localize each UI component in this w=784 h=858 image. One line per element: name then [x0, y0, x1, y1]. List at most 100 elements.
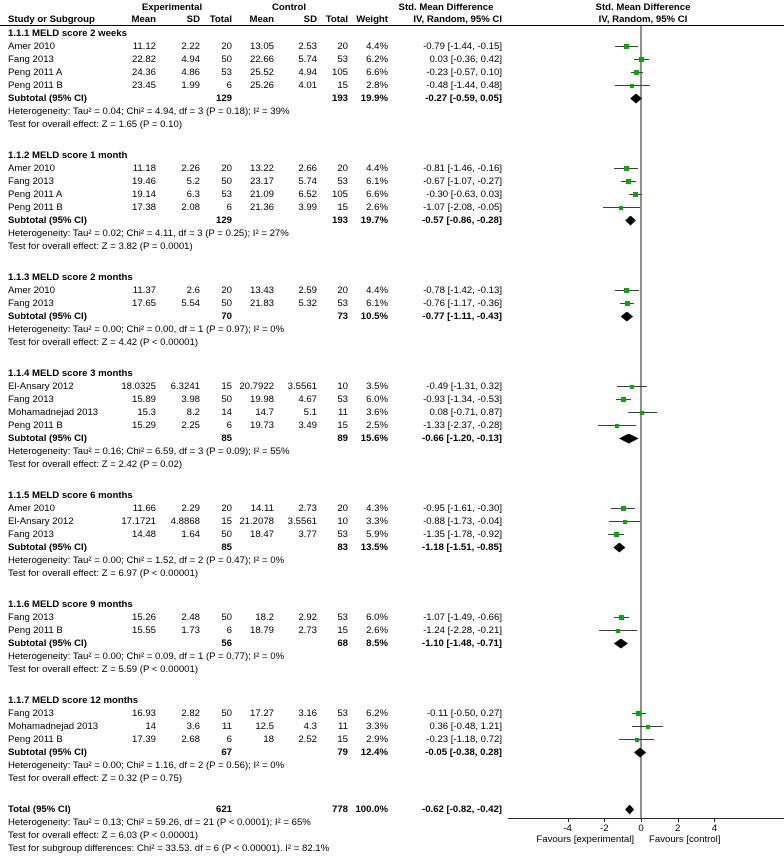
col-weight: 4.4% [366, 285, 388, 296]
study-name: Peng 2011 B [8, 202, 63, 213]
col-weight: 2.5% [366, 420, 388, 431]
col-exp-mean: 17.38 [131, 202, 156, 213]
subgroup-differences-note: Test for subgroup differences: Chi² = 33… [8, 843, 330, 854]
col-ctrl-sd: 3.77 [298, 529, 317, 540]
col-weight: 2.9% [366, 734, 388, 745]
overall-effect-note: Test for overall effect: Z = 3.82 (P = 0… [8, 241, 193, 252]
subtotal-diamond [625, 215, 636, 226]
study-name: Peng 2011 B [8, 420, 63, 431]
study-name: Amer 2010 [8, 163, 55, 174]
effect-marker [630, 384, 634, 389]
col-ci-text: -0.88 [-1.73, -0.04] [423, 516, 502, 527]
col-ctrl-sd: 3.5561 [287, 516, 317, 527]
subtotal-diamond [613, 542, 626, 553]
col-ctrl-mean: 20.7922 [239, 381, 274, 392]
effect-marker [634, 737, 639, 742]
effect-marker [632, 192, 638, 197]
col-exp-total: 6 [226, 420, 232, 431]
col-exp-mean: 11.66 [132, 503, 156, 514]
col-ctrl-mean: 19.73 [249, 420, 274, 431]
col-weight: 15.6% [360, 433, 388, 444]
favours-right-label: Favours [control] [649, 834, 721, 845]
summary-row: Subtotal (95% CI) 85 83 13.5% -1.18 [-1.51, … [0, 541, 508, 554]
col-ctrl-mean: 21.36 [249, 202, 274, 213]
study-name: Peng 2011 A [8, 189, 63, 200]
col-ctrl-total: 73 [337, 311, 348, 322]
effect-marker [614, 423, 619, 428]
col-ctrl-total: 15 [337, 734, 348, 745]
col-exp-mean: 15.3 [137, 407, 156, 418]
col-ctrl-total: 89 [337, 433, 348, 444]
axis-tick-label: 4 [711, 823, 718, 834]
heterogeneity-note: Heterogeneity: Tau² = 0.02; Chi² = 4.11,… [8, 228, 289, 239]
col-exp-mean: 11.37 [132, 285, 156, 296]
col-ctrl-total: 53 [337, 394, 348, 405]
col-weight: 4.3% [366, 503, 388, 514]
heterogeneity-note: Heterogeneity: Tau² = 0.04; Chi² = 4.94,… [8, 106, 290, 117]
study-name: Fang 2013 [8, 54, 54, 65]
col-ctrl-mean: 25.26 [249, 80, 274, 91]
col-exp-mean: 19.14 [131, 189, 156, 200]
study-name: Amer 2010 [8, 503, 55, 514]
col-ctrl-sd: 2.73 [298, 625, 317, 636]
weight-column-header: Weight [356, 14, 388, 25]
col-ctrl-total: 15 [337, 625, 348, 636]
col-exp-sd: 2.29 [181, 503, 200, 514]
col-ctrl-mean: 13.43 [249, 285, 274, 296]
axis-tick [641, 818, 642, 822]
col-ctrl-mean: 17.27 [249, 708, 274, 719]
col-ctrl-mean: 18 [263, 734, 274, 745]
col-ctrl-total: 20 [337, 503, 348, 514]
col-exp-mean: 19.46 [131, 176, 156, 187]
col-ctrl-mean: 25.52 [249, 67, 274, 78]
effect-marker [621, 397, 627, 402]
col-ctrl-total: 53 [337, 612, 348, 623]
col-ctrl-total: 11 [338, 721, 348, 732]
col-exp-total: 53 [221, 189, 232, 200]
effect-marker [621, 506, 627, 511]
col-ctrl-total: 15 [337, 420, 348, 431]
study-row: Fang 2013 16.93 2.82 50 17.27 3.16 53 6.2% -0.11… [0, 707, 508, 720]
col-ci-text: -1.24 [-2.28, -0.21] [423, 625, 502, 636]
study-name: Mohamadnejad 2013 [8, 721, 99, 732]
subtotal-diamond [613, 638, 628, 649]
col-exp-sd: 4.8868 [170, 516, 200, 527]
col-exp-sd: 4.86 [181, 67, 200, 78]
col-exp-sd: 1.73 [181, 625, 200, 636]
ci-column-header: IV, Random, 95% CI [413, 14, 502, 25]
study-name: Fang 2013 [8, 612, 54, 623]
study-name: Fang 2013 [8, 394, 54, 405]
effect-marker [622, 519, 627, 524]
subtotal-diamond [618, 433, 639, 444]
ctrl-total-column-header: Total [325, 14, 348, 25]
col-ci-text: -0.93 [-1.34, -0.53] [423, 394, 502, 405]
col-ctrl-total: 53 [337, 176, 348, 187]
exp-mean-column-header: Mean [131, 14, 156, 25]
col-exp-total: 20 [221, 285, 232, 296]
col-ci-text: 0.36 [-0.48, 1.21] [429, 721, 502, 732]
study-row: Fang 2013 15.89 3.98 50 19.98 4.67 53 6.0% -0.93… [0, 393, 508, 406]
col-weight: 4.4% [366, 41, 388, 52]
study-name: Fang 2013 [8, 708, 54, 719]
subtotal-diamond [620, 311, 634, 322]
col-weight: 3.6% [366, 407, 388, 418]
summary-label: Subtotal (95% CI) [8, 747, 87, 758]
section-title: 1.1.6 MELD score 9 months [8, 599, 133, 610]
col-weight: 3.3% [366, 721, 388, 732]
col-exp-sd: 2.6 [186, 285, 200, 296]
summary-label: Subtotal (95% CI) [8, 638, 87, 649]
col-ctrl-total: 53 [337, 708, 348, 719]
study-row: Mohamadnejad 2013 15.3 8.2 14 14.7 5.1 11 3.6% 0… [0, 406, 508, 419]
col-weight: 100.0% [355, 804, 388, 815]
col-ci-text: -0.23 [-0.57, 0.10] [426, 67, 502, 78]
col-exp-sd: 1.99 [181, 80, 200, 91]
col-ctrl-total: 83 [337, 542, 348, 553]
col-exp-total: 14 [221, 407, 232, 418]
col-ctrl-total: 53 [337, 529, 348, 540]
effect-marker [640, 410, 645, 415]
col-weight: 6.2% [366, 708, 388, 719]
col-ci-text: -0.48 [-1.44, 0.48] [426, 80, 502, 91]
col-ctrl-sd: 2.92 [298, 612, 317, 623]
study-row: Peng 2011 A 24.36 4.86 53 25.52 4.94 105 6.6% -0… [0, 66, 508, 79]
col-exp-sd: 5.54 [181, 298, 200, 309]
